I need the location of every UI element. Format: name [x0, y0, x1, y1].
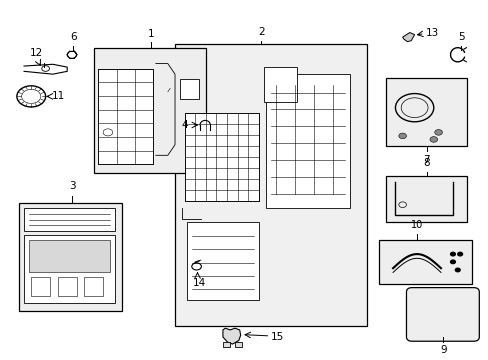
- Bar: [265, 74, 349, 208]
- Text: 5: 5: [457, 32, 464, 42]
- Bar: [24, 235, 115, 303]
- Text: 13: 13: [425, 27, 438, 37]
- Text: 4: 4: [181, 120, 187, 130]
- Bar: [24, 208, 115, 231]
- Circle shape: [449, 252, 454, 256]
- Text: 10: 10: [410, 220, 422, 230]
- Text: 12: 12: [29, 48, 42, 58]
- Bar: [385, 78, 467, 147]
- Text: 7: 7: [423, 154, 429, 165]
- Text: 3: 3: [68, 181, 75, 191]
- Bar: [263, 67, 297, 102]
- Polygon shape: [186, 222, 258, 300]
- Text: 2: 2: [258, 27, 264, 37]
- Bar: [180, 80, 199, 99]
- Circle shape: [434, 130, 442, 135]
- Circle shape: [457, 252, 462, 256]
- Bar: [93, 48, 206, 173]
- Bar: [19, 203, 122, 311]
- Bar: [385, 176, 467, 222]
- Circle shape: [398, 133, 406, 139]
- FancyBboxPatch shape: [406, 288, 478, 341]
- Circle shape: [17, 86, 45, 107]
- Bar: [84, 277, 103, 296]
- Polygon shape: [223, 328, 240, 344]
- Bar: [378, 240, 471, 284]
- Text: 15: 15: [270, 332, 284, 342]
- Circle shape: [429, 136, 437, 142]
- Circle shape: [449, 260, 454, 264]
- Circle shape: [454, 268, 459, 272]
- Polygon shape: [402, 32, 414, 42]
- Text: 9: 9: [439, 345, 446, 355]
- Bar: [98, 69, 153, 164]
- Bar: [31, 277, 50, 296]
- Text: 1: 1: [147, 29, 154, 39]
- Bar: [184, 113, 258, 201]
- Text: 11: 11: [52, 91, 65, 102]
- Text: 6: 6: [70, 32, 77, 42]
- Text: 14: 14: [192, 278, 205, 288]
- Bar: [29, 240, 110, 272]
- Text: 8: 8: [423, 158, 429, 168]
- Polygon shape: [175, 44, 366, 327]
- Bar: [223, 342, 230, 347]
- Bar: [234, 342, 242, 347]
- Bar: [58, 277, 77, 296]
